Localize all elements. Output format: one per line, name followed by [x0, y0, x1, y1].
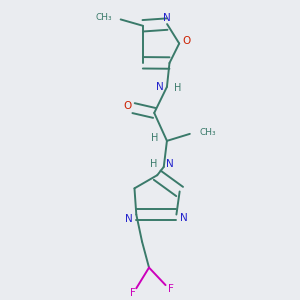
Text: H: H — [174, 83, 181, 93]
Text: F: F — [168, 284, 174, 294]
Text: N: N — [125, 214, 133, 224]
Text: O: O — [182, 36, 190, 46]
Text: N: N — [163, 14, 171, 23]
Text: O: O — [124, 101, 132, 111]
Text: CH₃: CH₃ — [95, 13, 112, 22]
Text: H: H — [150, 159, 157, 170]
Text: N: N — [166, 159, 173, 170]
Text: CH₃: CH₃ — [200, 128, 217, 137]
Text: N: N — [179, 213, 187, 224]
Text: H: H — [151, 133, 158, 143]
Text: N: N — [156, 82, 164, 92]
Text: F: F — [130, 288, 136, 298]
